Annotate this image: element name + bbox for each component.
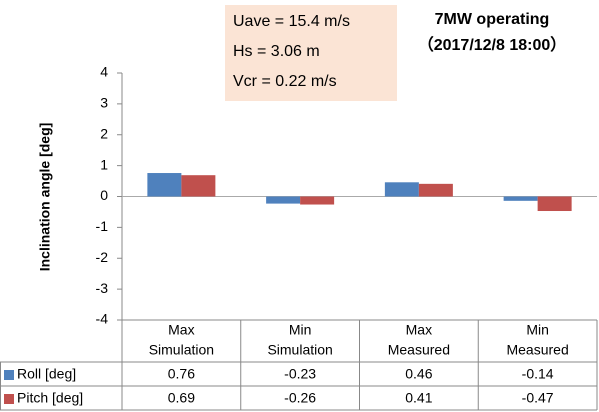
bar — [503, 196, 538, 201]
x-tick-label: Max — [406, 322, 432, 338]
legend-swatch — [4, 394, 14, 404]
table-value: 0.69 — [168, 390, 195, 406]
y-tick-label: -1 — [96, 218, 109, 234]
bar — [181, 175, 216, 197]
bar — [537, 196, 572, 212]
y-tick-label: 0 — [100, 187, 108, 203]
table-value: -0.47 — [522, 390, 554, 406]
bar — [418, 183, 453, 197]
y-tick-label: -4 — [96, 311, 109, 327]
x-tick-label: Min — [526, 322, 549, 338]
legend-swatch — [4, 370, 14, 380]
legend-label: Pitch [deg] — [17, 390, 83, 406]
y-axis-label: Inclination angle [deg] — [37, 123, 53, 272]
table-value: -0.26 — [284, 390, 316, 406]
bar — [266, 196, 301, 204]
y-tick-label: 4 — [100, 64, 108, 80]
table-value: -0.23 — [284, 366, 316, 382]
annotation-text: Uave = 15.4 m/s — [233, 13, 350, 30]
y-tick-label: 1 — [100, 156, 108, 172]
legend-label: Roll [deg] — [17, 366, 76, 382]
x-tick-label: Min — [289, 322, 312, 338]
bar — [147, 173, 182, 197]
bar — [300, 196, 335, 205]
chart-title: 7MW operating — [435, 11, 550, 28]
y-tick-label: -3 — [96, 280, 109, 296]
chart-subtitle: （2017/12/8 18:00） — [418, 36, 567, 54]
table-value: 0.41 — [405, 390, 432, 406]
x-tick-label: Measured — [506, 342, 568, 358]
x-tick-label: Simulation — [267, 342, 332, 358]
y-tick-label: 2 — [100, 125, 108, 141]
annotation-text: Vcr = 0.22 m/s — [233, 73, 337, 90]
annotation-text: Hs = 3.06 m — [233, 43, 320, 60]
x-tick-label: Simulation — [149, 342, 214, 358]
y-tick-label: -2 — [96, 249, 109, 265]
annotation-box — [225, 5, 397, 101]
bar — [384, 182, 419, 197]
y-tick-label: 3 — [100, 95, 108, 111]
table-value: -0.14 — [522, 366, 554, 382]
x-tick-label: Measured — [388, 342, 450, 358]
x-tick-label: Max — [168, 322, 194, 338]
table-value: 0.76 — [168, 366, 195, 382]
table-value: 0.46 — [405, 366, 432, 382]
